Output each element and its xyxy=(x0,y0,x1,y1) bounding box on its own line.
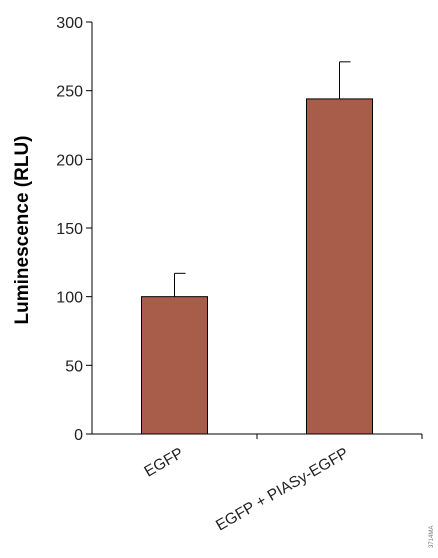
y-tick-label: 250 xyxy=(56,84,83,101)
bar xyxy=(141,296,208,435)
x-category-label: EGFP + PIASy-EGFP xyxy=(213,445,351,535)
bars xyxy=(141,61,373,435)
y-tick-label: 150 xyxy=(56,221,83,238)
y-axis-label: Luminescence (RLU) xyxy=(12,136,33,325)
y-axis: 0 50 100 150 200 250 300 xyxy=(56,15,93,444)
y-tick-label: 0 xyxy=(74,427,83,444)
x-category-label: EGFP xyxy=(141,445,186,481)
x-axis: EGFP EGFP + PIASy-EGFP xyxy=(92,433,423,535)
y-tick-label: 300 xyxy=(56,15,83,32)
y-tick-label: 50 xyxy=(65,358,83,375)
figure-code: 3714MA xyxy=(429,526,435,548)
bar xyxy=(306,98,373,435)
y-tick-label: 100 xyxy=(56,290,83,307)
y-tick-label: 200 xyxy=(56,152,83,169)
